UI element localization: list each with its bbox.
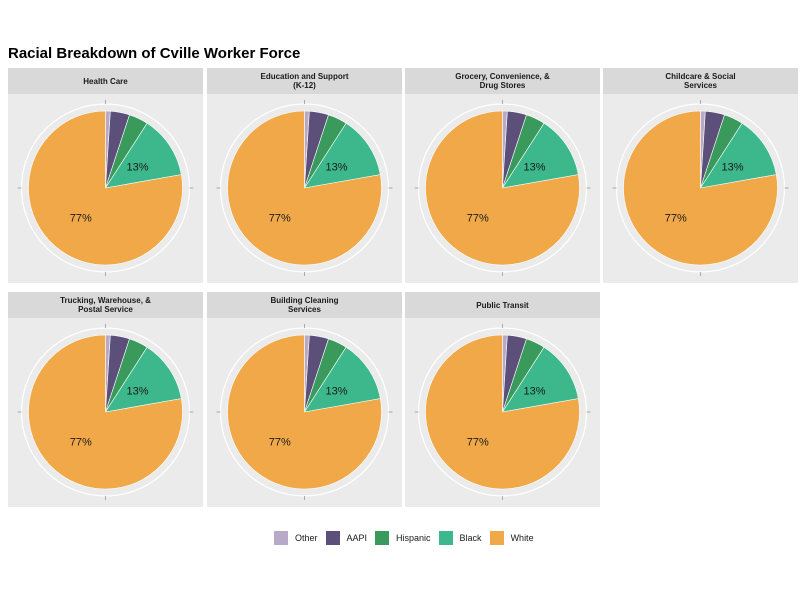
facet-panel: Trucking, Warehouse, & Postal Service 13%…: [8, 292, 203, 507]
facet-panel: Education and Support (K-12) 13% 77%: [207, 68, 402, 283]
pie-slice-black: [303, 122, 381, 189]
pie-chart: 13% 77%: [216, 324, 393, 500]
slice-label-black: 13%: [524, 386, 546, 398]
pie-slice-white: [623, 110, 778, 266]
slice-label-white: 77%: [269, 436, 291, 448]
legend-item-hispanic: Hispanic: [375, 531, 431, 545]
plot-area: 13% 77%: [405, 94, 600, 283]
pie-chart: 13% 77%: [414, 100, 591, 276]
facet-panel: Health Care 13% 77%: [8, 68, 203, 283]
facet-strip: Education and Support (K-12): [207, 68, 402, 94]
facet-strip: Health Care: [8, 68, 203, 94]
legend-label: Black: [459, 533, 482, 543]
slice-label-black: 13%: [524, 162, 546, 174]
plot-area: 13% 77%: [207, 318, 402, 507]
pie-chart: 13% 77%: [17, 324, 194, 500]
pie-slice-black: [303, 346, 381, 413]
facet-label: Grocery, Convenience, & Drug Stores: [455, 72, 550, 90]
slice-label-white: 77%: [665, 212, 687, 224]
pie-slice-black: [104, 346, 182, 413]
facet-panel: Grocery, Convenience, & Drug Stores 13% 77…: [405, 68, 600, 283]
legend-key-white: [489, 531, 504, 545]
plot-area: 13% 77%: [207, 94, 402, 283]
legend-label: Hispanic: [396, 533, 431, 543]
pie-slice-black: [104, 122, 182, 189]
facet-label: Childcare & Social Services: [665, 72, 736, 90]
facet-strip: Public Transit: [405, 292, 600, 318]
pie-slice-white: [425, 334, 580, 490]
pie-slice-white: [28, 334, 183, 490]
pie-chart: 13% 77%: [17, 100, 194, 276]
pie-slice-black: [501, 122, 579, 189]
pie-slice-black: [699, 122, 777, 189]
slice-label-white: 77%: [269, 212, 291, 224]
legend-item-black: Black: [438, 531, 482, 545]
pie-slice-white: [227, 110, 382, 266]
facet-label: Education and Support (K-12): [260, 72, 349, 90]
pie-chart: 13% 77%: [414, 324, 591, 500]
pie-slice-white: [425, 110, 580, 266]
legend-key-aapi: [325, 531, 340, 545]
slice-label-black: 13%: [127, 162, 149, 174]
facet-label: Building Cleaning Services: [270, 296, 339, 314]
legend-key-black: [438, 531, 453, 545]
facet-label: Health Care: [83, 76, 128, 86]
plot-area: 13% 77%: [8, 94, 203, 283]
facet-label: Public Transit: [476, 300, 529, 310]
plot-area: 13% 77%: [405, 318, 600, 507]
pie-slice-black: [501, 346, 579, 413]
facet-panel: Public Transit 13% 77%: [405, 292, 600, 507]
slice-label-white: 77%: [467, 436, 489, 448]
facet-strip: Building Cleaning Services: [207, 292, 402, 318]
pie-slice-white: [227, 334, 382, 490]
facet-label: Trucking, Warehouse, & Postal Service: [60, 296, 151, 314]
facet-strip: Childcare & Social Services: [603, 68, 798, 94]
slice-label-white: 77%: [70, 436, 92, 448]
pie-slice-white: [28, 110, 183, 266]
facet-strip: Trucking, Warehouse, & Postal Service: [8, 292, 203, 318]
pie-chart: 13% 77%: [612, 100, 789, 276]
legend-key-other: [274, 531, 288, 545]
slice-label-black: 13%: [722, 162, 744, 174]
legend-label: White: [510, 533, 534, 543]
legend: Other AAPI Hispanic Black White: [274, 529, 542, 547]
legend-item-white: White: [489, 531, 534, 545]
facet-panel: Building Cleaning Services 13% 77%: [207, 292, 402, 507]
legend-item-other: Other: [274, 531, 318, 545]
chart-title: Racial Breakdown of Cville Worker Force: [8, 45, 301, 62]
slice-label-black: 13%: [127, 386, 149, 398]
legend-label: AAPI: [346, 533, 368, 543]
pie-chart: 13% 77%: [216, 100, 393, 276]
slice-label-white: 77%: [70, 212, 92, 224]
facet-panel: Childcare & Social Services 13% 77%: [603, 68, 798, 283]
plot-area: 13% 77%: [8, 318, 203, 507]
slice-label-white: 77%: [467, 212, 489, 224]
legend-label: Other: [295, 533, 318, 543]
legend-key-hispanic: [375, 531, 390, 545]
slice-label-black: 13%: [326, 162, 348, 174]
plot-area: 13% 77%: [603, 94, 798, 283]
slice-label-black: 13%: [326, 386, 348, 398]
facet-strip: Grocery, Convenience, & Drug Stores: [405, 68, 600, 94]
legend-item-aapi: AAPI: [325, 531, 368, 545]
